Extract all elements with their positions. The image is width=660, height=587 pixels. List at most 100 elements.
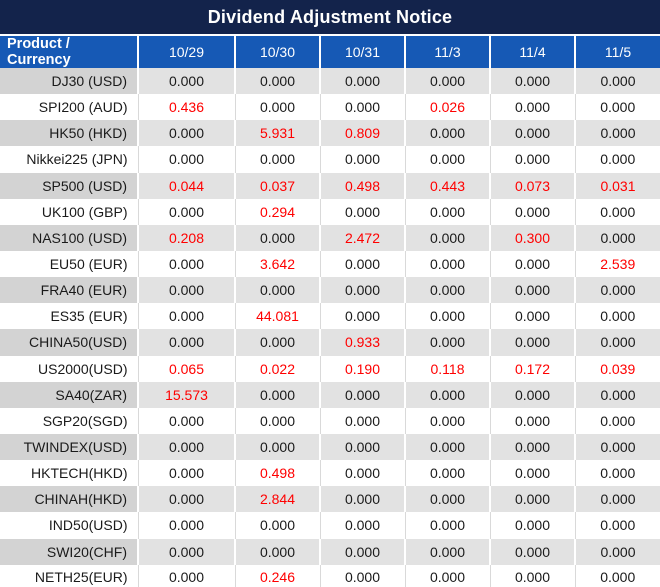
- table-row: TWINDEX(USD) 0.000 0.000 0.000 0.000 0.000 0.0…: [0, 433, 660, 461]
- dividend-value-cell: 0.000: [490, 146, 576, 173]
- dividend-value-cell: 0.000: [575, 538, 660, 565]
- dividend-value-cell-nonzero: 3.642: [235, 250, 321, 278]
- dividend-value-cell: 0.000: [575, 303, 660, 330]
- dividend-value-cell: 0.000: [490, 277, 576, 304]
- dividend-value-cell-nonzero: 0.809: [320, 120, 406, 147]
- dividend-value-cell-nonzero: 44.081: [235, 303, 321, 330]
- dividend-value-cell: 0.000: [575, 564, 660, 587]
- table-row: UK100 (GBP) 0.000 0.294 0.000 0.000 0.000 0.00…: [0, 198, 660, 225]
- product-cell: SGP20(SGD): [0, 407, 139, 434]
- dividend-value-cell: 0.000: [575, 329, 660, 356]
- dividend-value-cell: 0.000: [490, 120, 576, 147]
- dividend-value-cell-nonzero: 2.472: [320, 224, 406, 251]
- product-cell: US2000(USD): [0, 355, 139, 382]
- dividend-value-cell: 0.000: [235, 407, 321, 434]
- dividend-value-cell: 0.000: [405, 433, 491, 461]
- table-row: SP500 (USD) 0.044 0.037 0.498 0.443 0.073 0.03…: [0, 172, 660, 199]
- dividend-value-cell: 0.000: [320, 381, 406, 408]
- dividend-value-cell: 0.000: [405, 277, 491, 304]
- column-header-date-3: 10/31: [319, 36, 405, 68]
- product-cell: HK50 (HKD): [0, 120, 139, 147]
- table-row: CHINAH(HKD) 0.000 2.844 0.000 0.000 0.000 0.00…: [0, 486, 660, 513]
- product-cell: CHINAH(HKD): [0, 486, 139, 513]
- dividend-value-cell: 0.000: [405, 407, 491, 434]
- table-row: EU50 (EUR) 0.000 3.642 0.000 0.000 0.000 2.539: [0, 250, 660, 278]
- product-cell: UK100 (GBP): [0, 198, 139, 225]
- table-row: HKTECH(HKD) 0.000 0.498 0.000 0.000 0.000 0.00…: [0, 460, 660, 487]
- dividend-value-cell-nonzero: 0.026: [405, 94, 491, 121]
- dividend-value-cell: 0.000: [235, 224, 321, 251]
- dividend-value-cell-nonzero: 0.065: [138, 355, 236, 382]
- dividend-value-cell: 0.000: [138, 329, 236, 356]
- dividend-value-cell: 0.000: [405, 224, 491, 251]
- dividend-value-cell: 0.000: [235, 433, 321, 461]
- dividend-value-cell: 0.000: [405, 486, 491, 513]
- product-cell: TWINDEX(USD): [0, 433, 139, 461]
- dividend-value-cell: 0.000: [405, 538, 491, 565]
- product-cell: SP500 (USD): [0, 172, 139, 199]
- dividend-value-cell: 0.000: [405, 120, 491, 147]
- table-header: Product / Currency 10/29 10/30 10/31 11/…: [0, 36, 660, 68]
- dividend-value-cell: 0.000: [405, 198, 491, 225]
- dividend-value-cell: 0.000: [490, 329, 576, 356]
- table-row: SA40(ZAR) 15.573 0.000 0.000 0.000 0.000 0.000: [0, 381, 660, 408]
- dividend-value-cell-nonzero: 0.118: [405, 355, 491, 382]
- product-cell: EU50 (EUR): [0, 250, 139, 278]
- dividend-value-cell-nonzero: 5.931: [235, 120, 321, 147]
- product-cell: NAS100 (USD): [0, 224, 139, 251]
- dividend-value-cell: 0.000: [405, 460, 491, 487]
- table-row: CHINA50(USD) 0.000 0.000 0.933 0.000 0.000 0.0…: [0, 329, 660, 356]
- dividend-value-cell-nonzero: 0.208: [138, 224, 236, 251]
- dividend-value-cell: 0.000: [138, 512, 236, 539]
- dividend-value-cell: 0.000: [320, 433, 406, 461]
- table-row: Nikkei225 (JPN) 0.000 0.000 0.000 0.000 0.000…: [0, 146, 660, 173]
- dividend-value-cell-nonzero: 0.294: [235, 198, 321, 225]
- dividend-value-cell: 0.000: [575, 198, 660, 225]
- dividend-value-cell: 0.000: [235, 381, 321, 408]
- dividend-value-cell-nonzero: 2.844: [235, 486, 321, 513]
- dividend-value-cell: 0.000: [138, 250, 236, 278]
- dividend-value-cell: 0.000: [575, 146, 660, 173]
- dividend-value-cell: 0.000: [490, 94, 576, 121]
- dividend-value-cell: 0.000: [320, 94, 406, 121]
- dividend-value-cell: 0.000: [235, 329, 321, 356]
- dividend-value-cell: 0.000: [490, 433, 576, 461]
- dividend-value-cell: 0.000: [490, 303, 576, 330]
- dividend-value-cell-nonzero: 15.573: [138, 381, 236, 408]
- page-title: Dividend Adjustment Notice: [0, 0, 660, 36]
- dividend-value-cell: 0.000: [235, 538, 321, 565]
- dividend-value-cell: 0.000: [405, 564, 491, 587]
- dividend-value-cell-nonzero: 2.539: [575, 250, 660, 278]
- dividend-value-cell: 0.000: [320, 538, 406, 565]
- column-header-product-currency: Product / Currency: [0, 36, 138, 68]
- dividend-value-cell-nonzero: 0.172: [490, 355, 576, 382]
- dividend-value-cell: 0.000: [490, 198, 576, 225]
- dividend-value-cell-nonzero: 0.246: [235, 564, 321, 587]
- product-cell: NETH25(EUR): [0, 564, 139, 587]
- product-cell: DJ30 (USD): [0, 68, 139, 95]
- column-header-date-1: 10/29: [137, 36, 235, 68]
- table-row: HK50 (HKD) 0.000 5.931 0.809 0.000 0.000 0.000: [0, 120, 660, 147]
- product-cell: HKTECH(HKD): [0, 460, 139, 487]
- column-header-date-2: 10/30: [234, 36, 320, 68]
- product-cell: FRA40 (EUR): [0, 277, 139, 304]
- dividend-value-cell: 0.000: [490, 460, 576, 487]
- product-cell: SA40(ZAR): [0, 381, 139, 408]
- dividend-value-cell: 0.000: [138, 538, 236, 565]
- column-header-date-5: 11/4: [489, 36, 575, 68]
- dividend-value-cell: 0.000: [320, 68, 406, 95]
- dividend-value-cell: 0.000: [235, 512, 321, 539]
- product-cell: IND50(USD): [0, 512, 139, 539]
- dividend-value-cell: 0.000: [138, 303, 236, 330]
- dividend-value-cell: 0.000: [405, 68, 491, 95]
- dividend-value-cell: 0.000: [235, 277, 321, 304]
- dividend-value-cell: 0.000: [575, 381, 660, 408]
- dividend-value-cell: 0.000: [490, 538, 576, 565]
- table-row: SWI20(CHF) 0.000 0.000 0.000 0.000 0.000 0.000: [0, 538, 660, 565]
- dividend-value-cell: 0.000: [320, 460, 406, 487]
- table-row: NETH25(EUR) 0.000 0.246 0.000 0.000 0.000 0.00…: [0, 564, 660, 587]
- dividend-value-cell-nonzero: 0.933: [320, 329, 406, 356]
- dividend-value-cell: 0.000: [490, 512, 576, 539]
- dividend-value-cell: 0.000: [235, 146, 321, 173]
- table-row: NAS100 (USD) 0.208 0.000 2.472 0.000 0.300 0.0…: [0, 224, 660, 251]
